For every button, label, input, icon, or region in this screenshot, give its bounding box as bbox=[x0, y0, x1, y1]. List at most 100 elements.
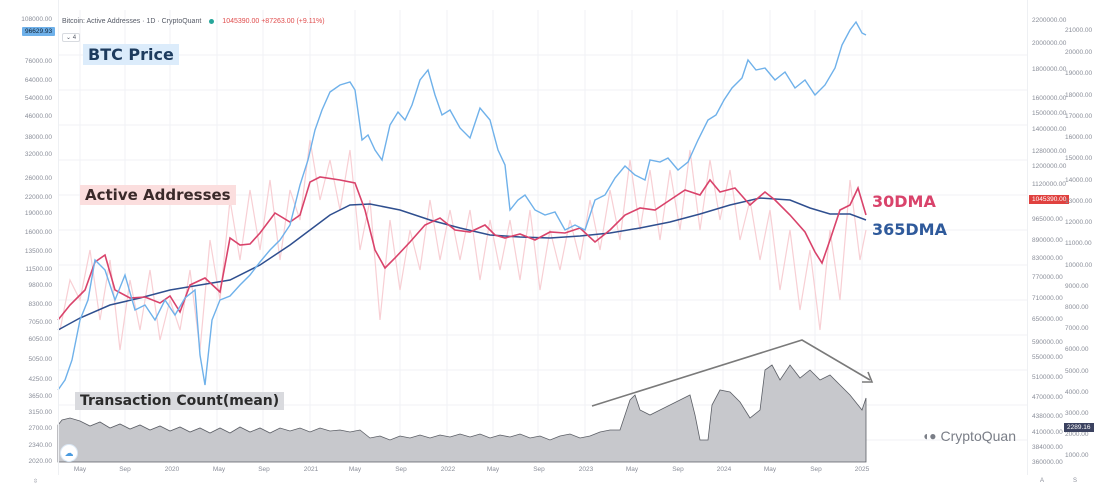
axis-tick: 10000.00 bbox=[1065, 262, 1093, 269]
axis-tick: 20000.00 bbox=[1065, 49, 1093, 56]
axis-tick: 510000.00 bbox=[1032, 374, 1063, 381]
axis-tick: 15000.00 bbox=[1065, 155, 1093, 162]
axis-tick: 1120000.00 bbox=[1032, 181, 1066, 188]
x-tick: May bbox=[763, 466, 777, 473]
axis-tick: 1000.00 bbox=[1065, 452, 1089, 459]
axis-tick: 1600000.00 bbox=[1032, 95, 1067, 102]
axis-tick: 590000.00 bbox=[1032, 339, 1063, 346]
value-change: 1045390.00 +87263.00 (+9.11%) bbox=[222, 18, 325, 25]
axis-tick: 470000.00 bbox=[1032, 394, 1063, 401]
x-tick: May bbox=[625, 466, 639, 473]
axis-tick: 4250.00 bbox=[28, 376, 53, 383]
axis-tick: 650000.00 bbox=[1032, 316, 1063, 323]
transaction-count-label: Transaction Count(mean) bbox=[75, 392, 285, 410]
x-tick: 2024 bbox=[716, 466, 732, 473]
axis-tick: 438000.00 bbox=[1032, 413, 1063, 420]
axis-tick: 38000.00 bbox=[24, 134, 52, 141]
axis-tick: 4000.00 bbox=[1065, 389, 1089, 396]
cryptoquant-watermark: ◖● CryptoQuan bbox=[922, 428, 1016, 444]
axis-tick: 6050.00 bbox=[28, 336, 53, 343]
collapse-indicators-button[interactable]: ⌄ 4 bbox=[62, 33, 81, 42]
axis-tick: 16000.00 bbox=[24, 229, 52, 236]
tx-count-badge: 2289.16 bbox=[1064, 423, 1094, 432]
axis-tick: 76000.00 bbox=[24, 58, 52, 65]
tx-count-series bbox=[57, 364, 867, 463]
axis-tick: 16000.00 bbox=[1065, 134, 1093, 141]
axis-tick: 3650.00 bbox=[28, 393, 53, 400]
axis-tick: 770000.00 bbox=[1032, 274, 1063, 281]
axis-tick: 13500.00 bbox=[24, 248, 52, 255]
auto-scale-button[interactable]: A bbox=[1040, 478, 1045, 484]
cryptoquant-logo-icon: ◖● bbox=[922, 429, 937, 443]
axis-tick: 1400000.00 bbox=[1032, 126, 1067, 133]
axis-tick: 6000.00 bbox=[1065, 346, 1089, 353]
x-tick: May bbox=[348, 466, 362, 473]
right-tx-count-axis[interactable]: 21000.00 20000.00 19000.00 18000.00 1700… bbox=[1063, 0, 1099, 475]
axis-tick: 54000.00 bbox=[24, 95, 52, 102]
axis-tick: 1500000.00 bbox=[1032, 110, 1067, 117]
axis-tick: 965000.00 bbox=[1032, 216, 1063, 223]
axis-tick: 1280000.00 bbox=[1032, 148, 1067, 155]
axis-tick: 2000000.00 bbox=[1032, 40, 1067, 47]
scale-settings-button[interactable]: S bbox=[1073, 478, 1078, 484]
axis-tick: 2340.00 bbox=[28, 442, 53, 449]
right-active-addresses-axis[interactable]: 2200000.00 2000000.00 1800000.00 1600000… bbox=[1027, 0, 1084, 475]
axis-tick: 710000.00 bbox=[1032, 295, 1063, 302]
cloud-logo-icon[interactable]: ☁ bbox=[60, 444, 78, 462]
axis-tick: 5050.00 bbox=[28, 356, 53, 363]
x-tick: 2021 bbox=[303, 466, 319, 473]
axis-tick: 32000.00 bbox=[24, 151, 52, 158]
x-tick: May bbox=[486, 466, 500, 473]
active-addresses-label: Active Addresses bbox=[80, 185, 236, 205]
x-tick: Sep bbox=[119, 466, 131, 473]
btc-price-label: BTC Price bbox=[83, 44, 179, 65]
axis-tick: 22000.00 bbox=[24, 194, 52, 201]
axis-tick: 19000.00 bbox=[1065, 70, 1093, 77]
axis-tick: 410000.00 bbox=[1032, 429, 1063, 436]
watermark-text: CryptoQuan bbox=[940, 428, 1016, 444]
axis-tick: 13000.00 bbox=[1065, 198, 1093, 205]
axis-tick: 18000.00 bbox=[1065, 92, 1093, 99]
axis-tick: 7050.00 bbox=[28, 319, 53, 326]
x-tick: 2025 bbox=[854, 466, 870, 473]
left-price-axis[interactable]: 108000.00 76000.00 64000.00 54000.00 460… bbox=[0, 0, 59, 475]
x-tick: May bbox=[73, 466, 87, 473]
chart-title: Bitcoin: Active Addresses · 1D · CryptoQ… bbox=[62, 18, 202, 25]
x-tick: Sep bbox=[672, 466, 684, 473]
axis-tick: 830000.00 bbox=[1032, 255, 1063, 262]
dma30-series bbox=[57, 176, 867, 321]
axis-tick: 8300.00 bbox=[28, 301, 53, 308]
axis-tick: 9000.00 bbox=[1065, 283, 1089, 290]
axis-tick: 26000.00 bbox=[24, 175, 52, 182]
axis-tick: 2200000.00 bbox=[1032, 17, 1067, 24]
x-tick: Sep bbox=[533, 466, 545, 473]
axis-tick: 890000.00 bbox=[1032, 237, 1063, 244]
axis-tick: 3150.00 bbox=[28, 409, 53, 416]
x-tick: Sep bbox=[395, 466, 407, 473]
btc-price-series bbox=[57, 20, 867, 391]
axis-tick: 3000.00 bbox=[1065, 410, 1089, 417]
btc-price-badge: 96629.93 bbox=[22, 27, 56, 36]
axis-tick: 19000.00 bbox=[24, 210, 52, 217]
x-tick: 2020 bbox=[164, 466, 180, 473]
axis-tick: 8000.00 bbox=[1065, 304, 1089, 311]
trend-arrow bbox=[591, 339, 871, 407]
active-addresses-raw-series bbox=[59, 139, 867, 351]
dma30-label: 30DMA bbox=[872, 192, 936, 211]
dma365-series bbox=[57, 197, 867, 331]
axis-tick: 1200000.00 bbox=[1032, 163, 1067, 170]
axis-tick: 64000.00 bbox=[24, 77, 52, 84]
axis-tick: 2000.00 bbox=[1065, 431, 1089, 438]
axis-tick: 11500.00 bbox=[25, 266, 52, 273]
axis-tick: 12000.00 bbox=[1065, 219, 1093, 226]
axis-tick: 2700.00 bbox=[28, 425, 53, 432]
axis-tick: 14000.00 bbox=[1065, 177, 1093, 184]
x-tick: 2023 bbox=[578, 466, 594, 473]
axis-tick: 5000.00 bbox=[1065, 368, 1089, 375]
axis-tick: 11000.00 bbox=[1065, 240, 1092, 247]
axis-tick: 360000.00 bbox=[1032, 459, 1063, 466]
active-addresses-badge: 1045390.00 bbox=[1029, 195, 1070, 204]
left-axis-toggle-button[interactable]: ⇳ bbox=[33, 479, 39, 485]
trend-arrow-head bbox=[862, 371, 874, 383]
